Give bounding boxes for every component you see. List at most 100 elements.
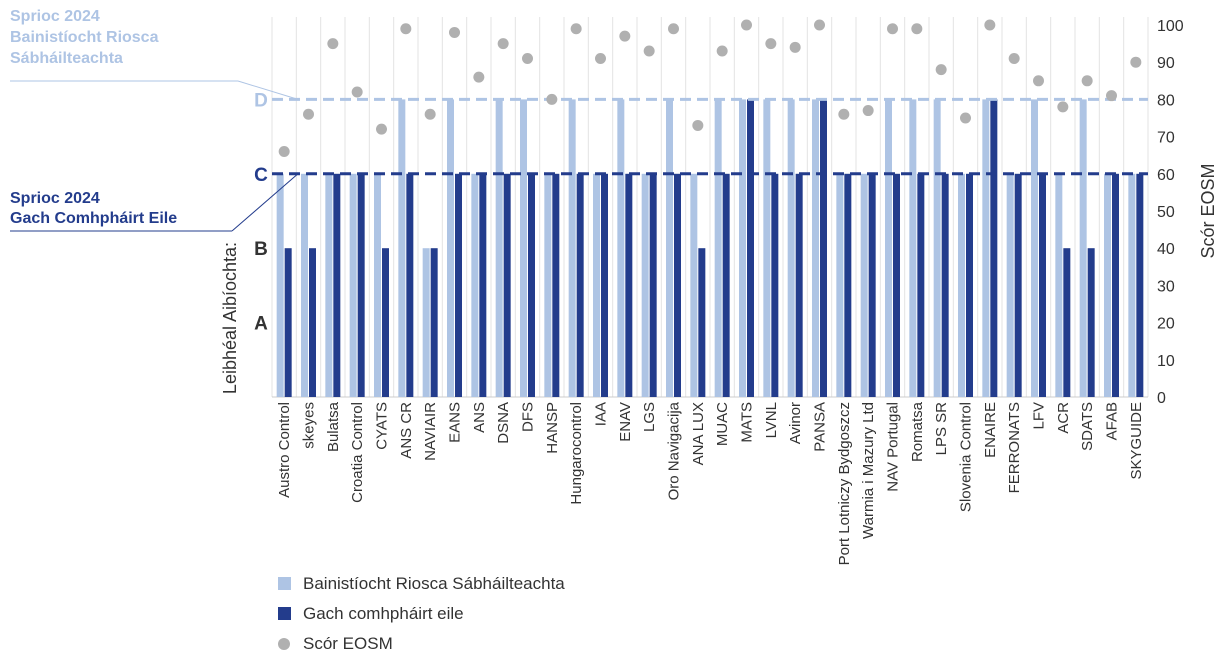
category-label: PANSA xyxy=(812,402,829,452)
bar-safety-risk-management xyxy=(836,173,844,397)
bar-other-components xyxy=(406,173,414,397)
left-axis-label: Leibhéal Aibíochta: xyxy=(220,242,240,394)
right-axis-tick-label: 20 xyxy=(1157,316,1175,333)
bar-safety-risk-management xyxy=(860,173,868,397)
score-dot xyxy=(789,41,801,53)
legend-label: Bainistíocht Riosca Sábháilteachta xyxy=(303,574,565,593)
category-label: LPS SR xyxy=(933,402,950,456)
category-label: EANS xyxy=(447,402,464,443)
legend-label: Gach comhpháirt eile xyxy=(303,604,464,623)
bar-safety-risk-management xyxy=(690,173,698,397)
right-axis-tick-label: 0 xyxy=(1157,390,1166,407)
bar-safety-risk-management xyxy=(933,99,941,398)
score-dot xyxy=(327,38,339,50)
target-annotation-safety: Sábháilteachta xyxy=(10,50,123,67)
bar-safety-risk-management xyxy=(422,248,430,397)
bar-other-components xyxy=(1136,173,1144,397)
right-axis-tick-label: 10 xyxy=(1157,353,1175,370)
score-dot xyxy=(716,45,728,57)
bar-safety-risk-management xyxy=(374,173,381,397)
bar-other-components xyxy=(357,173,365,397)
category-label: LVNL xyxy=(763,402,780,438)
bar-safety-risk-management xyxy=(1031,99,1038,398)
category-label: MATS xyxy=(739,402,756,443)
bar-safety-risk-management xyxy=(276,173,284,397)
bar-other-components xyxy=(698,248,706,397)
category-label: Croatia Control xyxy=(349,402,366,503)
bar-other-components xyxy=(455,173,462,397)
score-dot xyxy=(570,23,582,35)
category-label: NAV Portugal xyxy=(885,402,902,492)
category-label: SKYGUIDE xyxy=(1128,402,1145,480)
score-dot xyxy=(960,112,971,124)
bar-other-components xyxy=(601,173,608,397)
bar-other-components xyxy=(771,173,779,397)
bar-safety-risk-management xyxy=(763,99,771,398)
bar-safety-risk-management xyxy=(1006,173,1014,397)
score-dot xyxy=(984,19,996,31)
score-dot xyxy=(935,64,947,76)
score-dot xyxy=(1033,75,1044,87)
category-label: HANSP xyxy=(544,402,561,454)
bar-other-components xyxy=(576,173,584,397)
category-label: DFS xyxy=(520,402,537,432)
score-dot xyxy=(522,52,533,64)
category-label: AFAB xyxy=(1104,402,1121,440)
left-axis-level-label: A xyxy=(254,314,268,335)
bar-other-components xyxy=(966,173,973,397)
bar-safety-risk-management xyxy=(714,99,722,398)
bar-safety-risk-management xyxy=(1104,173,1111,397)
bar-other-components xyxy=(552,173,560,397)
bar-safety-risk-management xyxy=(812,99,819,398)
bar-safety-risk-management xyxy=(885,99,892,398)
category-label: CYATS xyxy=(374,402,391,450)
category-label: Warmia i Mazury Ltd xyxy=(860,402,877,539)
bar-other-components xyxy=(309,248,316,397)
left-axis-level-label: B xyxy=(254,239,268,260)
bar-safety-risk-management xyxy=(520,99,527,398)
annotation-leader-other xyxy=(231,173,299,232)
score-dot xyxy=(765,38,777,50)
bar-other-components xyxy=(382,248,389,397)
right-axis-label: Scór EOSM xyxy=(1198,163,1218,258)
bar-safety-risk-management xyxy=(568,99,576,398)
score-dot xyxy=(1130,56,1142,68)
left-axis-level-label: D xyxy=(254,90,268,111)
bar-safety-risk-management xyxy=(301,173,308,397)
bar-other-components xyxy=(528,173,535,397)
category-label: SDATS xyxy=(1079,402,1096,451)
score-dot xyxy=(303,108,314,120)
category-label: ACR xyxy=(1055,402,1072,434)
score-dot xyxy=(862,105,874,117)
bar-safety-risk-management xyxy=(641,173,649,397)
bar-safety-risk-management xyxy=(787,99,795,398)
bar-other-components xyxy=(674,173,681,397)
score-dot xyxy=(1081,75,1093,87)
bar-other-components xyxy=(479,173,487,397)
bar-other-components xyxy=(1063,248,1071,397)
bar-safety-risk-management xyxy=(325,173,333,397)
score-dot xyxy=(351,86,363,98)
category-label: ANA LUX xyxy=(690,402,707,465)
bar-other-components xyxy=(941,173,949,397)
score-dot xyxy=(838,108,850,120)
category-label: LFV xyxy=(1031,402,1048,430)
target-annotation-other: Sprioc 2024 xyxy=(10,190,100,207)
bar-other-components xyxy=(1087,248,1095,397)
score-dot xyxy=(546,93,558,105)
legend-label: Scór EOSM xyxy=(303,634,393,653)
category-label: NAVIAIR xyxy=(422,402,439,461)
legend-marker-score xyxy=(278,638,290,650)
category-label: Bulatsa xyxy=(325,401,342,452)
bar-safety-risk-management xyxy=(398,99,406,398)
category-label: MUAC xyxy=(714,402,731,446)
score-dot xyxy=(668,23,679,35)
bar-other-components xyxy=(284,248,292,397)
category-label: skeyes xyxy=(301,402,318,449)
annotation-leader-safety xyxy=(237,80,299,100)
bar-other-components xyxy=(893,173,900,397)
category-label: Oro Navigacija xyxy=(666,401,683,500)
target-annotation-safety: Bainistíocht Riosca xyxy=(10,29,159,46)
